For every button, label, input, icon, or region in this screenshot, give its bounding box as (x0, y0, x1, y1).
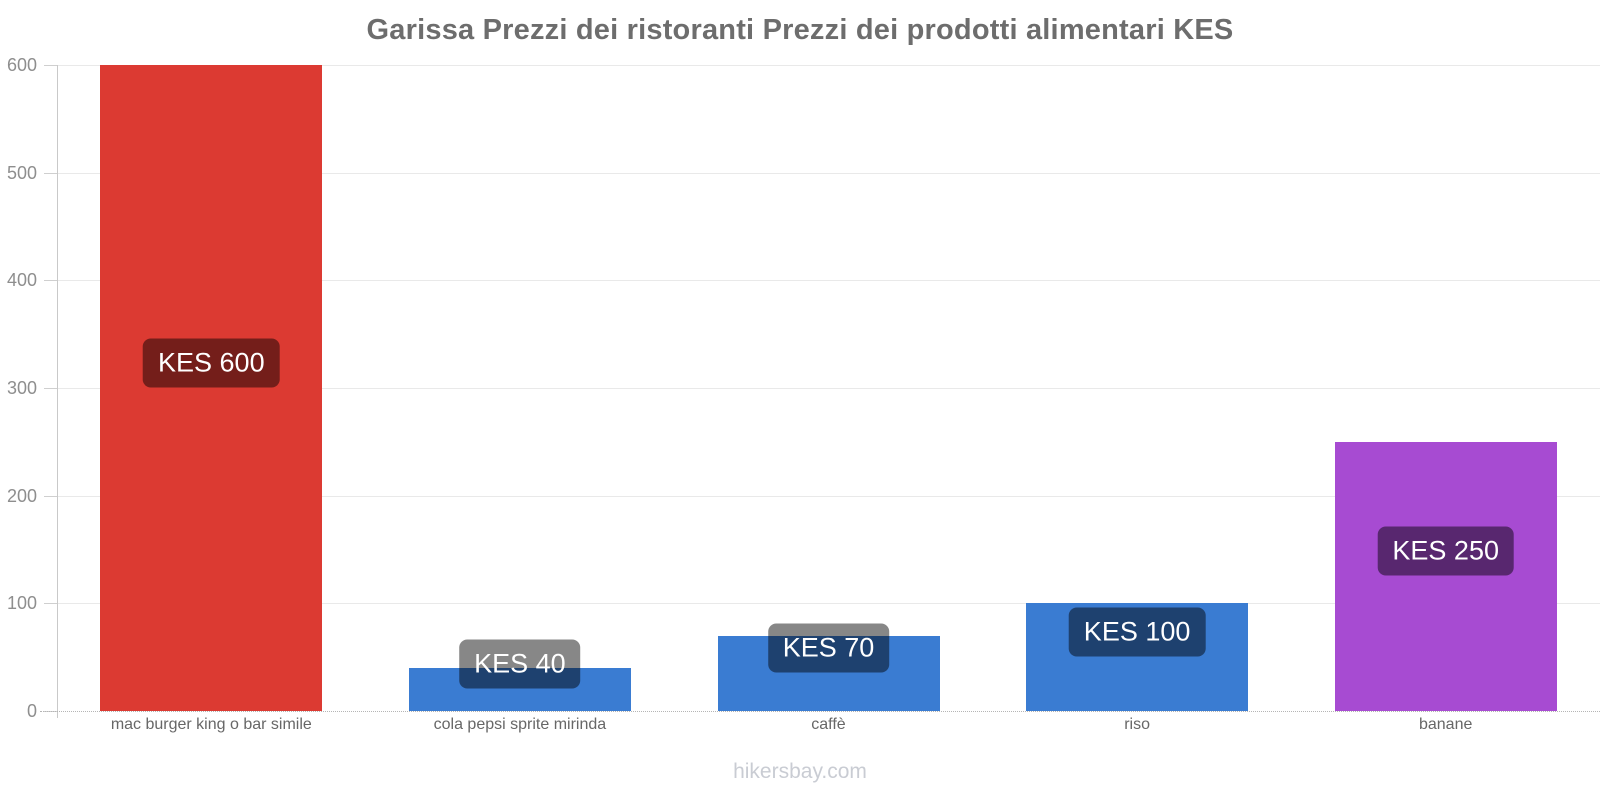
chart-title: Garissa Prezzi dei ristoranti Prezzi dei… (366, 14, 1234, 46)
y-axis-tick (44, 603, 57, 605)
y-axis-label: 600 (6, 55, 37, 75)
bar-5[interactable]: KES 250 (1334, 441, 1557, 711)
y-axis-label: 300 (6, 378, 37, 398)
y-axis-label: 500 (6, 162, 37, 183)
y-axis-tick (44, 65, 57, 66)
gridline (57, 495, 1600, 497)
y-axis-tick (44, 172, 57, 174)
bar-value-badge: KES 100 (1068, 607, 1206, 657)
watermark-text: hikersbay.com (733, 760, 867, 783)
x-axis-label: mac burger king o bar simile (110, 716, 312, 733)
gridline (57, 388, 1600, 389)
bar-3[interactable]: KES 70 (717, 623, 940, 711)
bar-1[interactable]: KES 600 (100, 65, 323, 711)
gridline (57, 603, 1600, 605)
y-axis-label: 0 (26, 701, 37, 721)
y-axis-label: 400 (6, 270, 37, 291)
x-axis-label: banane (1418, 716, 1473, 733)
y-axis-tick (44, 388, 57, 389)
y-axis-label: 200 (6, 485, 37, 506)
bar-value-badge: KES 70 (767, 623, 890, 673)
y-axis-tick (44, 280, 57, 282)
x-axis-baseline (40, 711, 1600, 712)
x-axis-label: cola pepsi sprite mirinda (433, 716, 607, 733)
gridline (57, 172, 1600, 174)
gridline (57, 280, 1600, 282)
bar-value-badge: KES 250 (1377, 526, 1514, 576)
x-axis-label: riso (1124, 716, 1150, 733)
y-axis-label: 100 (6, 593, 37, 614)
bar-4[interactable]: KES 100 (1026, 603, 1249, 711)
x-axis-label: caffè (811, 716, 846, 733)
bar-2[interactable]: KES 40 (408, 639, 631, 711)
gridline (57, 65, 1600, 66)
y-axis-tick (44, 495, 57, 497)
bar-value-badge: KES 600 (143, 338, 280, 388)
y-axis-line (57, 65, 58, 718)
bar-value-badge: KES 40 (459, 639, 581, 689)
